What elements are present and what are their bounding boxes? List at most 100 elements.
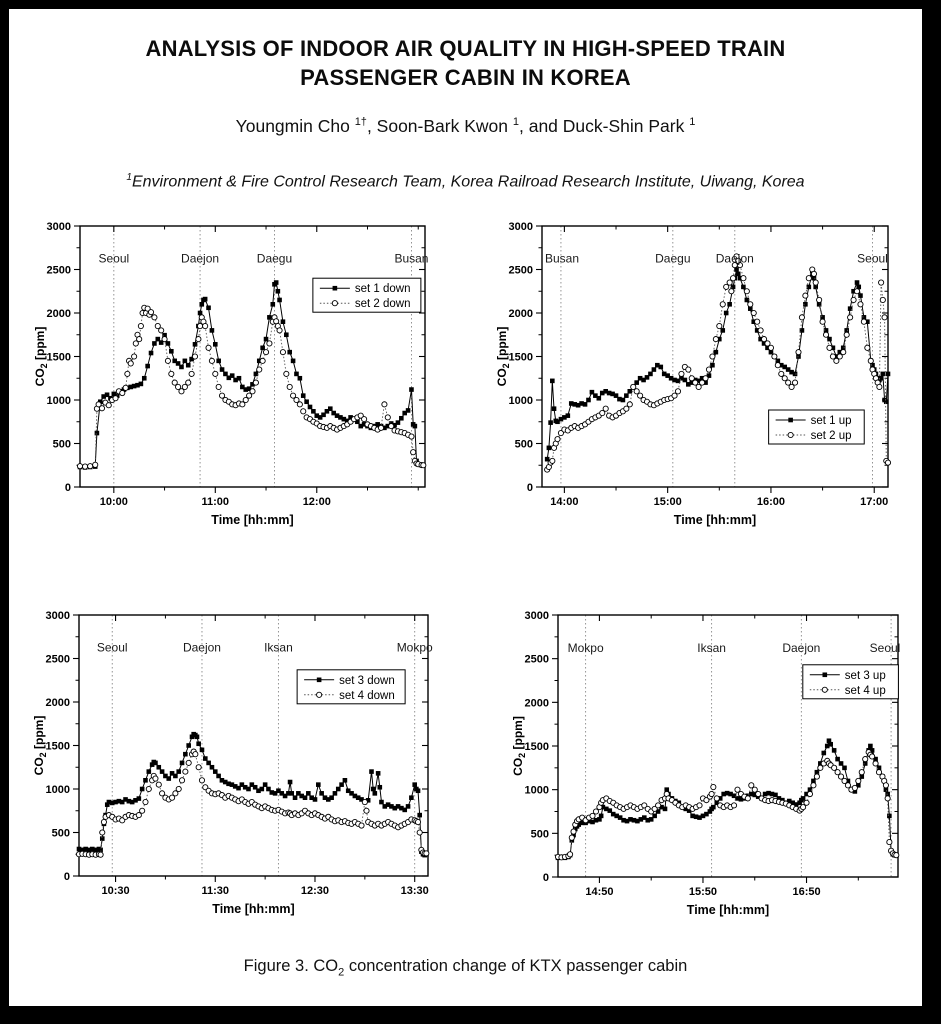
data-point-marker	[179, 364, 184, 370]
data-point-marker	[711, 804, 716, 810]
data-point-marker	[379, 799, 384, 805]
data-point-marker	[196, 741, 201, 747]
data-point-marker	[322, 795, 328, 800]
data-point-marker	[723, 283, 730, 290]
data-point-marker	[828, 741, 833, 747]
station-label: Daegu	[655, 252, 690, 266]
data-point-marker	[856, 284, 862, 290]
data-point-marker	[405, 408, 411, 413]
data-point-marker	[233, 377, 238, 383]
data-point-marker	[226, 375, 232, 381]
data-point-marker	[740, 275, 747, 282]
data-point-marker	[382, 804, 388, 809]
data-point-marker	[219, 778, 225, 783]
data-point-marker	[633, 388, 640, 395]
data-point-marker	[675, 378, 681, 384]
data-point-marker	[412, 423, 418, 429]
data-point-marker	[844, 782, 851, 789]
x-tick-label: 12:30	[301, 885, 329, 897]
data-point-marker	[215, 383, 222, 390]
data-point-marker	[93, 847, 98, 853]
data-point-marker	[637, 375, 643, 381]
paper-title-line1: ANALYSIS OF INDOOR AIR QUALITY IN HIGH-S…	[145, 36, 786, 61]
data-point-marker	[817, 764, 824, 771]
data-point-marker	[372, 791, 378, 796]
data-point-marker	[276, 327, 283, 334]
legend-label: set 3 down	[339, 675, 395, 687]
data-point-marker	[188, 370, 195, 377]
data-point-marker	[655, 802, 662, 809]
data-point-marker	[748, 791, 754, 797]
data-point-marker	[100, 819, 107, 826]
data-point-marker	[838, 761, 844, 766]
caption-pre: Figure 3. CO	[243, 957, 339, 975]
data-point-marker	[311, 409, 316, 414]
data-point-marker	[361, 422, 367, 427]
data-point-marker	[239, 401, 246, 408]
data-point-marker	[355, 419, 360, 425]
data-point-marker	[178, 777, 186, 784]
legend-label: set 3 up	[845, 670, 886, 682]
data-point-marker	[651, 367, 657, 372]
data-point-marker	[736, 262, 744, 269]
data-point-marker	[299, 793, 304, 799]
data-point-marker	[109, 800, 115, 806]
author-name: Duck-Shin Park	[562, 116, 690, 136]
data-point-marker	[688, 375, 695, 382]
data-point-marker	[751, 319, 757, 324]
data-point-marker	[655, 362, 660, 368]
data-point-marker	[702, 375, 709, 382]
data-point-marker	[222, 779, 228, 785]
data-point-marker	[876, 383, 883, 390]
data-point-marker	[713, 795, 720, 802]
station-label: Busan	[394, 252, 428, 266]
data-point-marker	[841, 777, 848, 784]
data-point-marker	[686, 382, 691, 387]
data-point-marker	[761, 341, 767, 346]
data-point-marker	[269, 790, 275, 795]
data-point-marker	[159, 790, 166, 797]
data-point-marker	[240, 384, 245, 390]
data-point-marker	[296, 401, 303, 408]
data-point-marker	[412, 782, 418, 787]
caption-subscript: 2	[338, 966, 345, 979]
data-point-marker	[837, 773, 845, 780]
data-point-marker	[183, 751, 188, 757]
data-point-marker	[171, 379, 178, 386]
data-point-marker	[249, 782, 255, 787]
data-point-marker	[842, 765, 847, 771]
data-point-marker	[692, 379, 699, 386]
data-point-marker	[831, 748, 837, 753]
data-point-marker	[721, 791, 726, 797]
data-point-marker	[700, 813, 706, 819]
data-point-marker	[855, 777, 862, 784]
data-point-marker	[136, 796, 142, 801]
data-point-marker	[865, 319, 870, 324]
data-point-marker	[623, 405, 630, 412]
data-point-marker	[761, 336, 768, 343]
chart-svg: 0 500 1000 1500 2000 2500 3000 10:30 11:30 12:30 1…	[31, 605, 442, 922]
data-point-marker	[734, 786, 741, 793]
data-point-marker	[129, 799, 135, 805]
data-point-marker	[549, 457, 556, 464]
data-point-marker	[869, 748, 875, 753]
data-point-marker	[879, 296, 886, 303]
data-point-marker	[185, 759, 192, 766]
y-tick-label: 0	[543, 872, 549, 884]
data-point-marker	[317, 415, 323, 420]
data-point-marker	[239, 782, 245, 787]
author-superscript: 1	[689, 116, 696, 129]
data-point-marker	[734, 267, 739, 272]
data-point-marker	[599, 390, 605, 396]
data-point-marker	[775, 358, 781, 364]
data-point-marker	[758, 336, 763, 342]
data-point-marker	[381, 401, 388, 408]
data-point-marker	[137, 323, 144, 330]
y-tick-label: 2000	[47, 308, 71, 320]
data-point-marker	[324, 409, 330, 414]
data-point-marker	[876, 765, 882, 771]
data-point-marker	[823, 328, 829, 333]
data-point-marker	[835, 756, 840, 762]
data-point-marker	[415, 788, 421, 794]
